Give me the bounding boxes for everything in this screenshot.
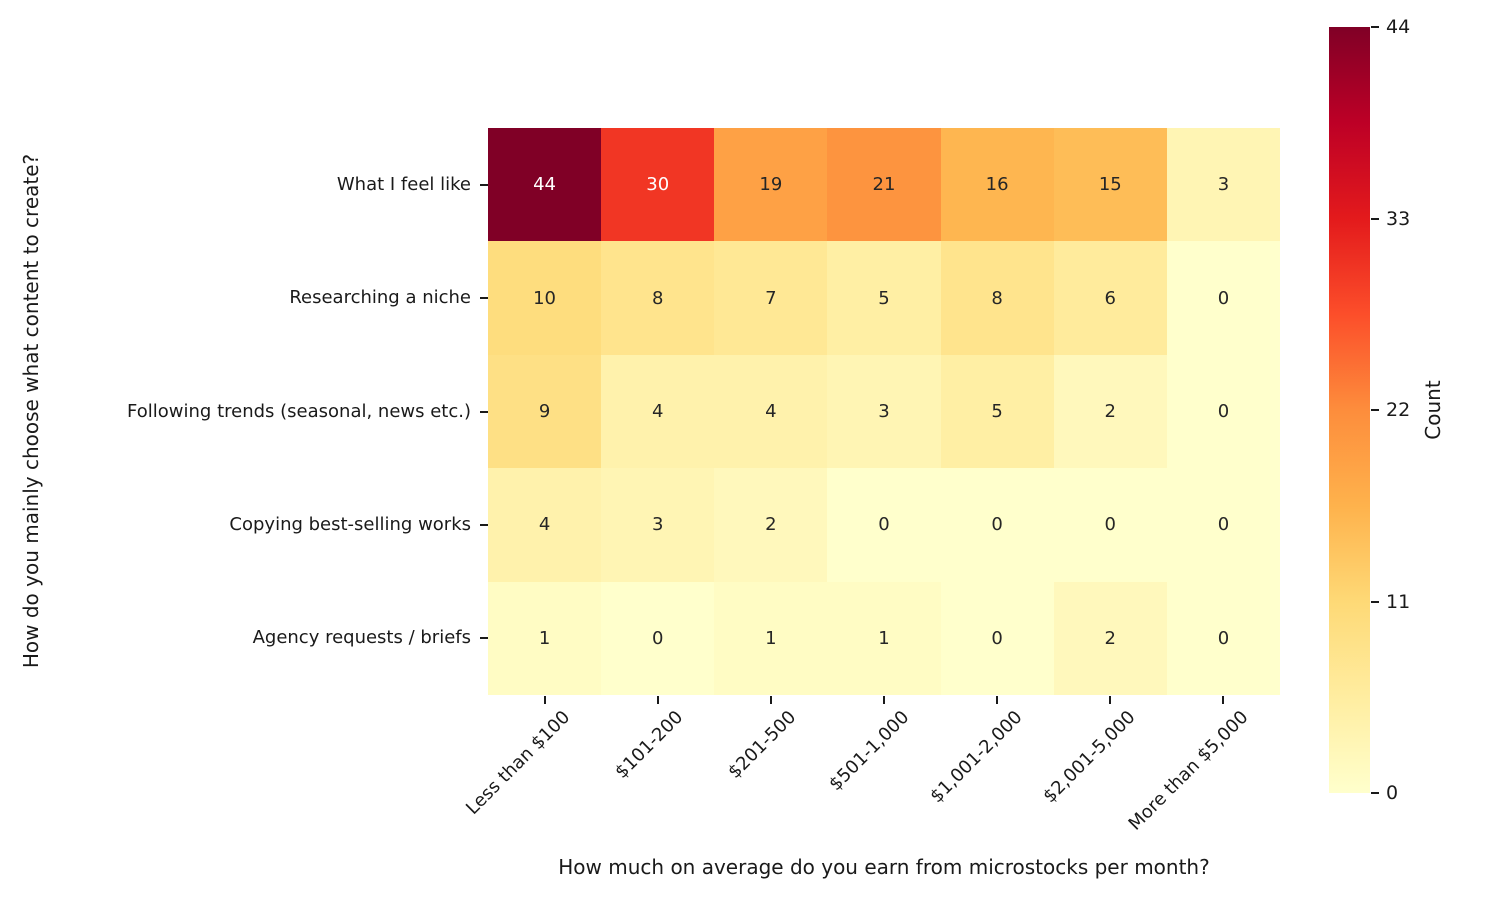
x-tick-label: $1,001-2,000 (926, 706, 1027, 808)
x-tick-mark (1109, 696, 1112, 704)
heatmap-cell: 3 (827, 354, 941, 469)
colorbar-tick-mark (1371, 26, 1379, 28)
colorbar-tick-mark (1371, 792, 1379, 794)
colorbar-tick-label: 44 (1386, 16, 1411, 38)
y-tick-label: Copying best-selling works (229, 513, 471, 535)
x-tick-label: $101-200 (611, 706, 688, 783)
heatmap-cell: 7 (714, 241, 828, 355)
heatmap-cell: 0 (1166, 241, 1280, 355)
heatmap-cell: 0 (1053, 468, 1167, 582)
x-tick-mark (1222, 696, 1225, 704)
colorbar-tick-label: 0 (1386, 782, 1399, 804)
heatmap-cell: 4 (601, 354, 715, 469)
x-tick-mark (656, 696, 659, 704)
heatmap-cell: 10 (488, 241, 602, 355)
heatmap-cell: 1 (488, 581, 602, 695)
y-tick-label: Following trends (seasonal, news etc.) (127, 400, 471, 422)
y-tick-mark (480, 637, 488, 640)
colorbar-tick-label: 11 (1386, 590, 1411, 613)
heatmap-grid: 44 30 19 21 16 15 3 10 8 7 5 8 6 0 9 4 4 3 5 2 0 4 3 2 0 0 0 0 1 0 1 1 0… (488, 128, 1280, 695)
colorbar-tick-label: 33 (1386, 207, 1411, 230)
heatmap-cell: 5 (940, 354, 1054, 469)
heatmap-cell: 15 (1053, 128, 1167, 242)
heatmap-cell: 0 (1166, 354, 1280, 469)
y-tick-label: What I feel like (336, 173, 471, 195)
heatmap-cell: 4 (488, 468, 602, 582)
x-tick-mark (543, 696, 546, 704)
colorbar-gradient (1329, 27, 1370, 793)
x-tick-label: $201-500 (724, 706, 801, 783)
heatmap-cell: 2 (1053, 581, 1167, 695)
colorbar-tick-mark (1371, 600, 1379, 603)
heatmap-cell: 0 (1166, 468, 1280, 582)
heatmap-cell: 2 (1053, 354, 1167, 469)
x-tick-label: $501-1,000 (825, 706, 914, 795)
heatmap-cell: 1 (827, 581, 941, 695)
heatmap-cell: 6 (1053, 241, 1167, 355)
heatmap-cell: 8 (601, 241, 715, 355)
heatmap-cell: 44 (488, 128, 602, 242)
x-tick-mark (996, 696, 999, 704)
x-tick-mark (883, 696, 885, 704)
x-tick-mark (769, 696, 772, 704)
x-axis-title: How much on average do you earn from mic… (558, 855, 1210, 879)
y-tick-mark (480, 297, 488, 300)
x-tick-label: More than $5,000 (1125, 706, 1253, 835)
x-tick-label: Less than $100 (461, 706, 575, 819)
heatmap-cell: 1 (714, 581, 828, 695)
y-tick-label: Researching a niche (289, 287, 471, 309)
heatmap-cell: 3 (601, 468, 715, 582)
x-tick-label: $2,001-5,000 (1039, 706, 1140, 808)
heatmap-cell: 2 (714, 468, 828, 582)
y-tick-label: Agency requests / briefs (252, 627, 471, 649)
heatmap-cell: 0 (940, 581, 1054, 695)
colorbar-tick-mark (1371, 409, 1379, 411)
heatmap-cell: 16 (940, 128, 1054, 242)
heatmap-cell: 21 (827, 128, 941, 242)
heatmap-cell: 9 (488, 354, 602, 469)
heatmap-cell: 4 (714, 354, 828, 469)
y-tick-mark (480, 410, 488, 413)
colorbar-tick-mark (1371, 217, 1379, 220)
heatmap-cell: 3 (1166, 128, 1280, 242)
heatmap-cell: 30 (601, 128, 715, 242)
y-tick-mark (480, 523, 488, 526)
heatmap-cell: 0 (827, 468, 941, 582)
heatmap-cell: 0 (1166, 581, 1280, 695)
y-tick-mark (480, 183, 488, 186)
colorbar-tick-label: 22 (1386, 399, 1411, 421)
heatmap-cell: 0 (601, 581, 715, 695)
heatmap-cell: 0 (940, 468, 1054, 582)
heatmap-cell: 5 (827, 241, 941, 355)
heatmap-cell: 19 (714, 128, 828, 242)
colorbar-title: Count (1421, 380, 1445, 440)
heatmap-cell: 8 (940, 241, 1054, 355)
